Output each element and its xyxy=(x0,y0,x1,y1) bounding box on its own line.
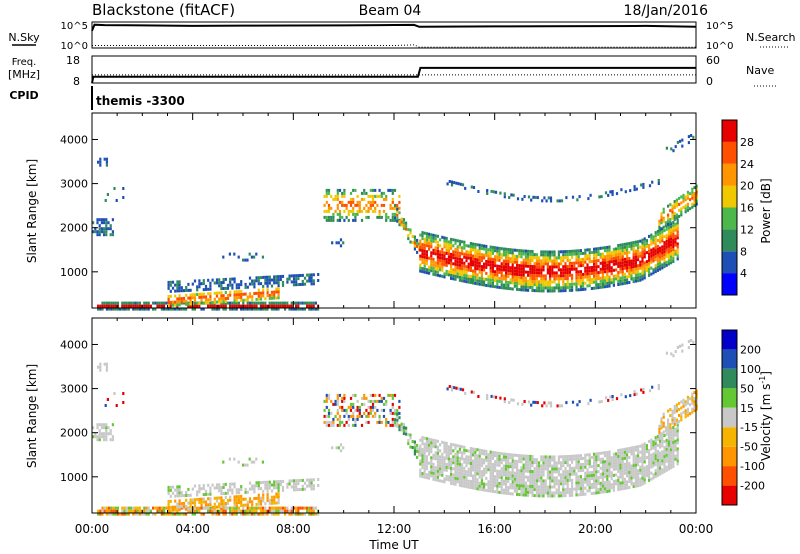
noise-right-tick-top: 10^5 xyxy=(706,21,733,32)
range-tick-label: 3000 xyxy=(60,383,88,396)
velocity-scatter-data xyxy=(92,339,698,516)
frequency-panel: Freq. [MHz] 18 8 60 0 Nave xyxy=(8,54,778,88)
colorbar-tick-label: 15 xyxy=(740,402,754,415)
power-panel: 1000 2000 3000 4000 Slant Range [km] xyxy=(25,112,698,311)
colorbar-segment xyxy=(722,349,737,369)
noise-panel: N.Sky 10^5 10^0 10^5 10^0 N.Search xyxy=(8,21,795,52)
colorbar-tick-label: 20 xyxy=(740,180,754,193)
range-tick-label: 4000 xyxy=(60,133,88,146)
colorbar-tick-label: -100 xyxy=(740,460,765,473)
colorbar-segment xyxy=(722,141,737,164)
colorbar-segment xyxy=(722,388,737,408)
range-tick-label: 2000 xyxy=(60,427,88,440)
cpid-label: CPID xyxy=(9,89,38,102)
colorbar-tick-label: 12 xyxy=(740,223,754,236)
colorbar-segment xyxy=(722,466,737,486)
noise-right-tick-bottom: 10^0 xyxy=(706,41,733,52)
colorbar-segment xyxy=(722,485,737,505)
colorbar-segment xyxy=(722,120,737,142)
nave-right-tick-bottom: 0 xyxy=(706,75,713,88)
colorbar-tick-label: 200 xyxy=(740,343,761,356)
colorbar-segment xyxy=(722,427,737,447)
velocity-colorbar: -200 -100 -50 -15 15 50 100 200 xyxy=(721,329,765,506)
range-tick-label: 2000 xyxy=(60,222,88,235)
beam-title: Beam 04 xyxy=(359,3,422,19)
nave-label: Nave xyxy=(746,64,774,77)
colorbar-segment xyxy=(722,185,737,208)
colorbar-segment xyxy=(722,273,737,295)
time-tick-label: 12:00 xyxy=(377,522,412,536)
colorbar-tick-label: -50 xyxy=(740,441,758,454)
colorbar-segment xyxy=(722,407,737,428)
time-tick-label: 00:00 xyxy=(75,522,110,536)
colorbar-tick-label: 24 xyxy=(740,158,754,171)
colorbar-tick-label: 16 xyxy=(740,202,754,215)
velocity-colorbar-label: Velocity [m s-1] xyxy=(758,371,773,461)
power-colorbar: 4 8 12 16 20 24 28 xyxy=(721,119,754,296)
station-title: Blackstone (fitACF) xyxy=(92,1,235,19)
time-tick-label: 16:00 xyxy=(477,522,512,536)
time-tick-label: 08:00 xyxy=(276,522,311,536)
x-axis-label: Time UT xyxy=(368,538,419,552)
noise-search-line xyxy=(92,44,696,48)
colorbar-tick-label: 8 xyxy=(740,245,747,258)
colorbar-segment xyxy=(722,251,737,274)
colorbar-tick-label: -200 xyxy=(740,480,765,493)
colorbar-segment xyxy=(722,368,737,389)
nave-right-tick-top: 60 xyxy=(706,54,720,67)
noise-sky-label: N.Sky xyxy=(8,31,40,44)
date-title: 18/Jan/2016 xyxy=(624,3,709,19)
noise-left-tick-bottom: 10^0 xyxy=(61,41,88,52)
frequency-line xyxy=(91,66,696,84)
range-tick-label: 4000 xyxy=(60,338,88,351)
noise-left-tick-top: 10^5 xyxy=(61,21,88,32)
range-tick-label: 1000 xyxy=(60,266,88,279)
colorbar-tick-label: 28 xyxy=(740,136,754,149)
colorbar-tick-label: 50 xyxy=(740,382,754,395)
noise-sky-line xyxy=(91,23,697,32)
power-colorbar-label: Power [dB] xyxy=(759,178,773,243)
colorbar-segment xyxy=(722,446,737,467)
range-tick-label: 1000 xyxy=(60,471,88,484)
power-scatter-data xyxy=(92,134,698,311)
colorbar-segment xyxy=(722,229,737,252)
colorbar-segment xyxy=(722,207,737,230)
time-tick-label: 00:00 xyxy=(679,522,714,536)
freq-label: Freq. xyxy=(12,57,37,68)
colorbar-tick-label: 100 xyxy=(740,363,761,376)
range-tick-label: 3000 xyxy=(60,178,88,191)
colorbar-tick-label: 4 xyxy=(740,267,747,280)
time-tick-label: 04:00 xyxy=(175,522,210,536)
velocity-ylabel: Slant Range [km] xyxy=(25,364,39,468)
cpid-value: themis -3300 xyxy=(96,94,185,108)
freq-left-tick-top: 18 xyxy=(66,54,80,67)
freq-left-tick-bottom: 8 xyxy=(73,75,80,88)
velocity-panel: 1000 2000 3000 4000 Slant Range [km] 00:00 0… xyxy=(25,317,714,552)
time-tick-label: 20:00 xyxy=(578,522,613,536)
freq-unit-label: [MHz] xyxy=(8,68,40,81)
colorbar-segment xyxy=(722,330,737,350)
noise-search-label: N.Search xyxy=(746,31,796,44)
power-ylabel: Slant Range [km] xyxy=(25,159,39,263)
colorbar-segment xyxy=(722,163,737,186)
colorbar-tick-label: -15 xyxy=(740,421,758,434)
